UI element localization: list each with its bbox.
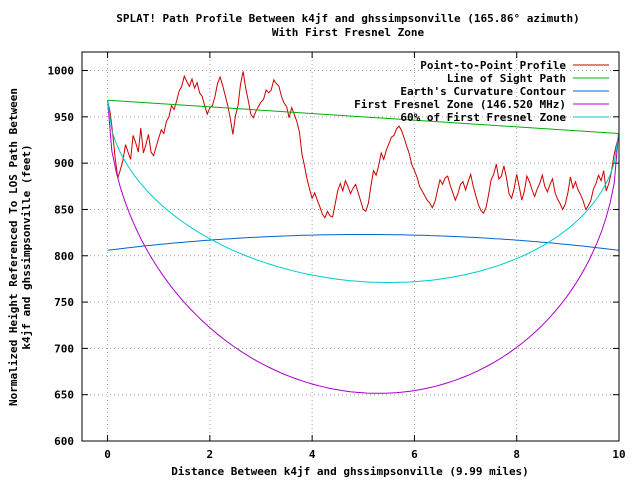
y-tick-label: 700 [54, 342, 74, 355]
x-tick-label: 2 [207, 448, 214, 461]
x-tick-label: 10 [612, 448, 625, 461]
plot-border [81, 51, 620, 442]
y-tick-label: 650 [54, 389, 74, 402]
series-layer [107, 71, 619, 394]
y-axis-label-line1: Normalized Height Referenced To LOS Path… [7, 88, 20, 406]
y-tick-label: 600 [54, 435, 74, 448]
y-tick-label: 1000 [48, 65, 75, 78]
y-tick-label: 950 [54, 111, 74, 124]
legend-label: Earth's Curvature Contour [400, 85, 566, 98]
x-ticks: 0 2 4 6 8 10 [104, 52, 626, 461]
x-tick-label: 4 [309, 448, 316, 461]
x-tick-label: 6 [411, 448, 418, 461]
chart-subtitle: With First Fresnel Zone [272, 26, 425, 39]
series-line-of-sight-path [107, 99, 619, 134]
series-first-fresnel-zone-146-520-mhz [107, 100, 619, 394]
legend-label: Point-to-Point Profile [420, 59, 566, 72]
x-tick-label: 0 [104, 448, 111, 461]
legend-label: 60% of First Fresnel Zone [400, 111, 566, 124]
series-60-of-first-fresnel-zone [107, 100, 619, 283]
legend-label: Line of Sight Path [447, 72, 566, 85]
series-point-to-point-profile [107, 71, 619, 219]
y-tick-label: 850 [54, 203, 74, 216]
y-tick-label: 800 [54, 250, 74, 263]
y-tick-label: 750 [54, 296, 74, 309]
series-earth-s-curvature-contour [107, 234, 619, 251]
legend-label: First Fresnel Zone (146.520 MHz) [354, 98, 566, 111]
x-tick-label: 8 [513, 448, 520, 461]
x-axis-label: Distance Between k4jf and ghssimpsonvill… [171, 465, 529, 478]
chart-title: SPLAT! Path Profile Between k4jf and ghs… [116, 12, 580, 25]
y-tick-label: 900 [54, 157, 74, 170]
y-axis-label-line2: k4jf and ghssimpsonville (feet) [20, 144, 33, 349]
